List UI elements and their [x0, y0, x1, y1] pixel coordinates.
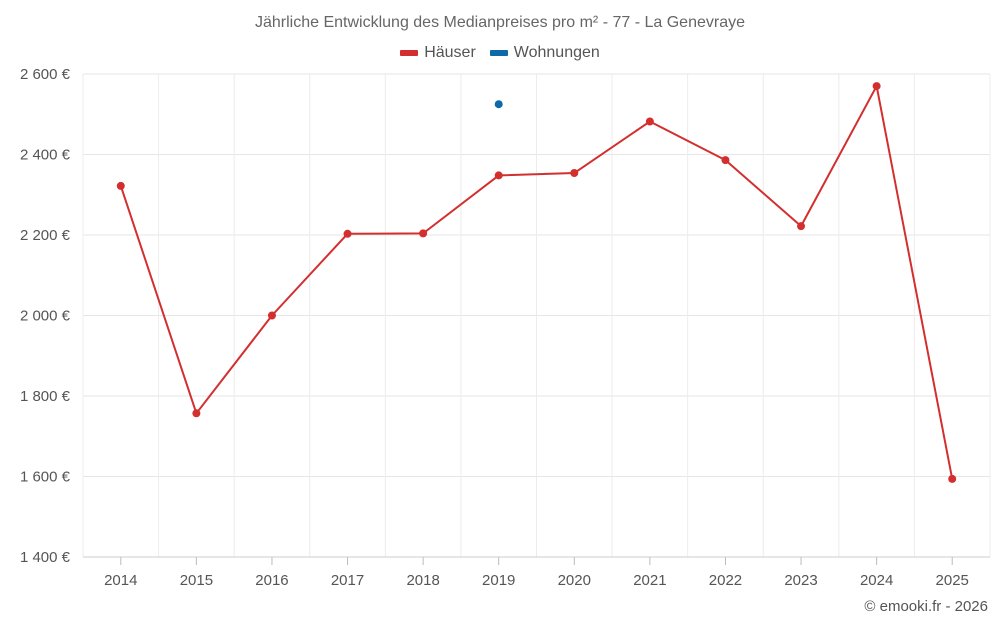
data-point-haeuser — [116, 181, 125, 190]
y-tick-label: 2 200 € — [20, 227, 71, 244]
data-point-haeuser — [192, 409, 201, 418]
data-point-haeuser — [645, 117, 654, 126]
y-tick-label: 1 800 € — [20, 388, 71, 405]
x-tick-label: 2017 — [331, 572, 364, 589]
x-tick-label: 2019 — [482, 572, 515, 589]
series — [116, 82, 957, 483]
grid — [82, 73, 991, 558]
legend-item-wohnungen[interactable]: Wohnungen — [489, 44, 600, 62]
y-tick-label: 1 400 € — [20, 549, 71, 566]
legend: Häuser Wohnungen — [0, 44, 1000, 62]
chart-title: Jährliche Entwicklung des Medianpreises … — [254, 14, 745, 31]
legend-label-wohnungen: Wohnungen — [513, 44, 600, 61]
legend-swatch-haeuser — [400, 50, 419, 56]
series-line-haeuser — [119, 85, 954, 480]
x-tick-label: 2024 — [860, 572, 893, 589]
data-point-haeuser — [872, 82, 881, 91]
x-tick-label: 2015 — [180, 572, 213, 589]
x-tick-label: 2021 — [633, 572, 666, 589]
data-point-haeuser — [494, 171, 503, 180]
x-tick-label: 2014 — [104, 572, 137, 589]
x-tick-label: 2022 — [709, 572, 742, 589]
y-tick-label: 2 400 € — [20, 147, 71, 164]
data-point-haeuser — [948, 474, 957, 483]
y-tick-label: 1 600 € — [20, 469, 71, 486]
x-tick-label: 2023 — [784, 572, 817, 589]
legend-swatch-wohnungen — [489, 50, 508, 56]
x-tick-label: 2016 — [255, 572, 288, 589]
data-point-haeuser — [267, 311, 276, 320]
data-point-haeuser — [419, 229, 428, 238]
data-point-haeuser — [721, 156, 730, 165]
axes: 1 400 € 1 600 € 1 800 € 2 000 € 2 200 € 2 400… — [20, 66, 990, 589]
legend-label-haeuser: Häuser — [424, 44, 476, 61]
y-tick-label: 2 600 € — [20, 66, 71, 83]
credit-text: © emooki.fr - 2026 — [864, 598, 988, 615]
legend-item-haeuser[interactable]: Häuser — [400, 44, 476, 62]
x-tick-label: 2018 — [406, 572, 439, 589]
x-tick-label: 2025 — [936, 572, 969, 589]
data-point-haeuser — [797, 222, 806, 231]
x-tick-label: 2020 — [558, 572, 591, 589]
data-point-haeuser — [343, 229, 352, 238]
data-point-haeuser — [570, 169, 579, 178]
y-tick-label: 2 000 € — [20, 308, 71, 325]
data-point-wohnungen — [494, 100, 503, 109]
